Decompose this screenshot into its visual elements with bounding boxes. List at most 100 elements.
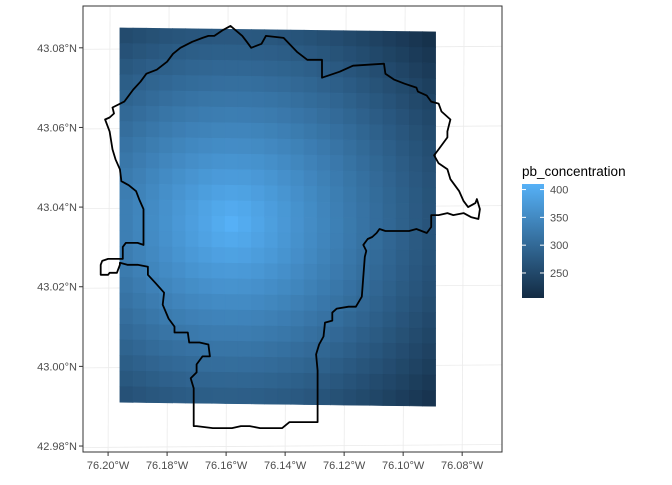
raster-cell (251, 278, 265, 296)
raster-cell (172, 371, 186, 388)
raster-cell (277, 201, 292, 218)
raster-cell (211, 387, 226, 404)
raster-cell (159, 121, 173, 139)
raster-cell (277, 154, 292, 171)
raster-cell (382, 30, 397, 48)
raster-cell (356, 170, 371, 188)
raster-cell (277, 310, 292, 327)
raster-cell (198, 184, 213, 201)
raster-cell (145, 90, 160, 107)
raster-cell (356, 326, 371, 344)
raster-cell (303, 341, 318, 359)
raster-cell (343, 326, 357, 344)
raster-cell (211, 28, 226, 46)
raster-cell (290, 170, 305, 187)
raster-cell (303, 201, 318, 218)
raster-cell (290, 279, 305, 296)
raster-cell (395, 31, 410, 48)
raster-cell (237, 138, 252, 155)
raster-cell (369, 311, 384, 328)
raster-cell (185, 137, 200, 154)
raster-cell (145, 355, 160, 372)
raster-cell (422, 234, 436, 251)
raster-cell (382, 389, 397, 407)
raster-cell (264, 138, 279, 155)
raster-cell (211, 356, 226, 373)
raster-cell (211, 44, 226, 61)
raster-cell (145, 230, 160, 248)
panel-border (82, 5, 503, 453)
raster-cell (132, 58, 147, 76)
raster-cell (369, 108, 384, 126)
raster-cell (382, 93, 397, 110)
raster-cell (343, 279, 357, 297)
raster-cell (264, 247, 279, 265)
raster-cell (408, 156, 423, 173)
raster-cell (159, 90, 173, 107)
raster-cell (382, 155, 397, 173)
raster-cell (422, 62, 436, 79)
raster-cell (277, 216, 292, 234)
raster-cell (172, 168, 186, 186)
raster-cell (395, 218, 410, 235)
raster-cell (132, 355, 147, 372)
x-tick-label-5: 76.10°W (382, 460, 425, 472)
raster-cell (330, 77, 344, 94)
raster-cell (395, 327, 410, 344)
raster-cell (145, 371, 160, 388)
raster-cell (382, 342, 397, 360)
raster-cell (316, 170, 331, 187)
raster-cell (277, 138, 292, 156)
raster-cell (330, 342, 344, 359)
raster-cell (159, 230, 173, 248)
raster-cell (132, 339, 147, 357)
raster-cell (264, 278, 279, 296)
raster-cell (211, 59, 226, 77)
raster-cell (145, 308, 160, 326)
raster-cell (224, 169, 239, 186)
raster-cell (264, 185, 279, 202)
raster-cell (198, 231, 213, 248)
raster-cell (185, 309, 200, 326)
raster-cell (132, 105, 147, 123)
raster-cell (224, 184, 239, 202)
raster-cell (185, 122, 200, 139)
raster-cell (185, 90, 200, 108)
raster-cell (264, 356, 279, 374)
legend-label-3: 400 (550, 185, 568, 197)
raster-cell (330, 357, 344, 375)
raster-cell (237, 169, 252, 186)
raster-cell (251, 76, 265, 93)
raster-cell (277, 341, 292, 358)
raster-cell (395, 296, 410, 313)
raster-cell (251, 325, 265, 342)
raster-cell (303, 154, 318, 172)
raster-cell (316, 373, 331, 390)
raster-cell (264, 123, 279, 140)
raster-cell (145, 293, 160, 310)
raster-cell (290, 185, 305, 203)
raster-cell (251, 91, 265, 109)
raster-cell (408, 311, 423, 329)
raster-cell (132, 386, 147, 403)
raster-cell (422, 78, 436, 95)
raster-cell (237, 122, 252, 140)
raster-cell (145, 386, 160, 404)
raster-cell (382, 374, 397, 391)
raster-cell (343, 217, 357, 234)
raster-cell (290, 357, 305, 374)
raster-cell (211, 169, 226, 186)
raster-cell (316, 154, 331, 172)
y-tick-label-0: 42.98°N (37, 441, 77, 453)
raster-cell (408, 187, 423, 204)
raster-cell (145, 105, 160, 123)
raster-cell (356, 124, 371, 141)
raster-cell (211, 278, 226, 295)
gridline-x-6 (461, 6, 465, 452)
raster-cell (172, 137, 186, 154)
raster-cell (277, 279, 292, 296)
raster-cell (422, 31, 436, 48)
raster-cell (211, 200, 226, 217)
raster-cell (422, 171, 436, 189)
raster-cell (330, 326, 344, 343)
